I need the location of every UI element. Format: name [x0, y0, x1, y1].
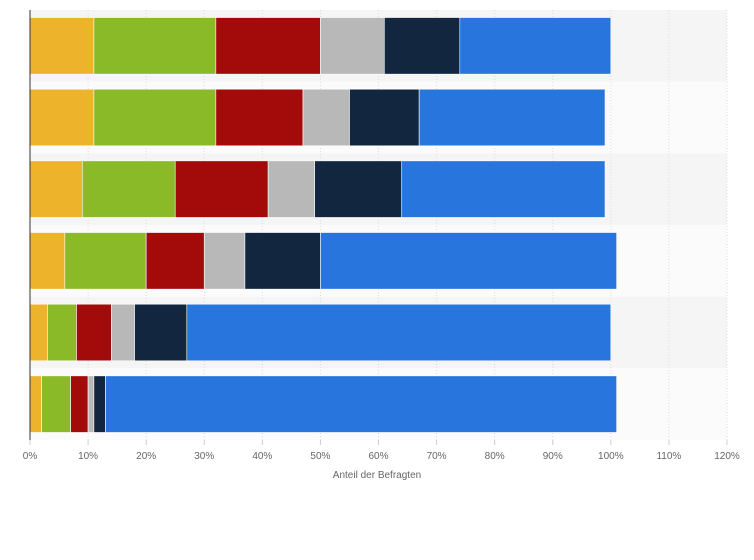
bar-segment [320, 232, 617, 290]
x-tick-label: 110% [656, 451, 681, 462]
bar-segment [29, 232, 66, 290]
x-tick-label: 10% [78, 451, 98, 462]
x-tick-labels: 0% 10% 20% 30% 40% 50% 60% 70% 80% 90% 100% 110% 120… [23, 451, 740, 462]
bar-segment [174, 160, 269, 218]
bar-segment [418, 88, 606, 147]
bar-segment [41, 375, 71, 433]
bar-segment [29, 88, 95, 147]
bar-segment [29, 303, 48, 362]
bar-segment [93, 88, 217, 147]
bar-segment [29, 160, 83, 218]
bar-segment [134, 303, 188, 362]
bars [29, 17, 617, 433]
bar-segment [111, 303, 135, 362]
bar-segment [93, 375, 106, 433]
bar-segment [215, 88, 304, 147]
x-tick-label: 120% [714, 451, 740, 462]
bar-segment [145, 232, 205, 290]
bar-segment [384, 17, 461, 75]
bar-segment [93, 17, 217, 75]
x-axis-title: Anteil der Befragten [333, 470, 421, 481]
row-bands [30, 10, 727, 440]
bar-segment [81, 160, 176, 218]
x-tick-label: 30% [194, 451, 214, 462]
bar-segment [215, 17, 321, 75]
bar-segment [314, 160, 403, 218]
bar-segment [105, 375, 617, 433]
bar-segment [203, 232, 246, 290]
bar-segment [459, 17, 612, 75]
bar-segment [64, 232, 147, 290]
bar-segment [70, 375, 89, 433]
bar-segment [76, 303, 112, 362]
x-tick-label: 60% [368, 451, 388, 462]
x-tick-label: 20% [136, 451, 156, 462]
x-tick-label: 40% [252, 451, 272, 462]
x-tick-label: 80% [485, 451, 505, 462]
bar-segment [47, 303, 77, 362]
gridlines [29, 10, 728, 445]
bar-segment [186, 303, 612, 362]
bar-segment [87, 375, 95, 433]
bar-segment [401, 160, 606, 218]
x-tick-label: 0% [23, 451, 38, 462]
bar-segment [29, 375, 42, 433]
x-tick-label: 90% [543, 451, 563, 462]
bar-segment [29, 17, 95, 75]
bar-segment [320, 17, 385, 75]
x-tick-label: 100% [598, 451, 624, 462]
bar-segment [302, 88, 350, 147]
x-tick-label: 50% [310, 451, 330, 462]
bar-segment [349, 88, 420, 147]
bar-segment [244, 232, 321, 290]
x-tick-label: 70% [427, 451, 447, 462]
bar-segment [267, 160, 315, 218]
